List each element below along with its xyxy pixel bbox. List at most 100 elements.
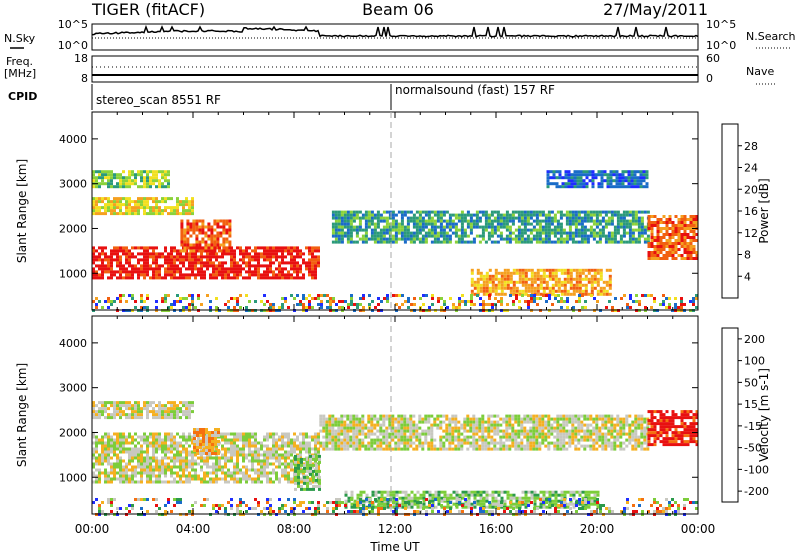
- power-cell: [539, 292, 543, 296]
- power-cell: [140, 294, 143, 297]
- power-cell: [418, 225, 422, 229]
- velocity-cell: [122, 450, 125, 454]
- power-cell: [476, 294, 479, 297]
- power-cell: [125, 270, 128, 274]
- power-cell: [233, 270, 236, 274]
- velocity-cell: [287, 444, 290, 448]
- velocity-cell: [131, 410, 134, 414]
- velocity-cell: [176, 474, 179, 478]
- power-cell: [615, 185, 619, 189]
- power-cell: [352, 228, 356, 232]
- power-cell: [364, 237, 368, 241]
- power-cell: [484, 228, 488, 232]
- velocity-cell: [318, 454, 321, 458]
- velocity-cell: [104, 416, 107, 420]
- power-cell: [635, 300, 638, 303]
- power-cell: [472, 222, 476, 226]
- velocity-cell: [315, 472, 318, 476]
- power-cell: [143, 258, 146, 262]
- velocity-cell: [179, 477, 182, 481]
- power-cell: [266, 273, 269, 277]
- velocity-cell: [245, 471, 248, 475]
- power-cell: [191, 264, 194, 268]
- velocity-cell: [140, 480, 143, 484]
- velocity-cell: [337, 447, 341, 451]
- power-cell: [523, 225, 527, 229]
- power-cell: [499, 225, 503, 229]
- power-cell: [512, 300, 515, 303]
- power-cell: [195, 219, 199, 223]
- power-cell: [665, 297, 668, 300]
- velocity-cell: [349, 429, 353, 433]
- power-cell: [192, 225, 196, 229]
- nsky-label: N.Sky: [4, 32, 36, 45]
- power-cell: [448, 240, 452, 244]
- power-cell: [671, 257, 675, 260]
- velocity-cell: [281, 444, 284, 448]
- velocity-cell: [224, 450, 227, 454]
- velocity-cell: [394, 426, 398, 430]
- power-cell: [215, 267, 218, 271]
- power-cell: [481, 237, 485, 241]
- power-cell: [470, 300, 473, 303]
- velocity-cell: [155, 441, 158, 445]
- power-cell: [183, 234, 187, 238]
- power-cell: [490, 234, 494, 238]
- power-cell: [314, 276, 317, 280]
- velocity-cell: [257, 450, 260, 454]
- velocity-cell: [131, 471, 134, 475]
- power-cell: [143, 212, 146, 216]
- power-cell: [430, 240, 434, 244]
- power-cell: [677, 221, 681, 224]
- power-cell: [186, 237, 190, 241]
- velocity-cell: [110, 404, 113, 408]
- power-cell: [544, 231, 548, 235]
- power-cell: [218, 270, 221, 274]
- power-cell: [643, 237, 647, 241]
- power-cell: [548, 286, 552, 290]
- power-cell: [454, 231, 458, 235]
- power-cell: [551, 274, 555, 278]
- power-cell: [198, 246, 202, 250]
- velocity-cell: [242, 459, 245, 463]
- velocity-cell: [287, 432, 290, 436]
- power-cell: [642, 173, 646, 177]
- velocity-cell: [119, 416, 122, 420]
- power-cell: [560, 280, 564, 284]
- power-cell: [559, 225, 563, 229]
- power-cell: [110, 212, 113, 216]
- power-cell: [677, 230, 681, 233]
- power-cell: [668, 303, 671, 306]
- velocity-cell: [290, 447, 293, 451]
- velocity-cell: [355, 438, 359, 442]
- power-cell: [526, 219, 530, 223]
- power-cell: [436, 216, 440, 220]
- velocity-cell: [311, 465, 314, 469]
- velocity-cell: [173, 447, 176, 451]
- power-cell: [113, 209, 116, 213]
- power-cell: [505, 228, 509, 232]
- power-cell: [101, 276, 104, 280]
- velocity-cell: [134, 410, 137, 414]
- power-cell: [478, 216, 482, 220]
- velocity-cell: [208, 449, 211, 452]
- power-cell: [686, 254, 690, 257]
- power-cell: [203, 276, 206, 280]
- velocity-cell: [236, 444, 239, 448]
- velocity-cell: [346, 432, 350, 436]
- power-cell: [668, 218, 672, 221]
- velocity-cell: [367, 426, 371, 430]
- velocity-cell: [119, 401, 122, 405]
- power-cell: [173, 300, 176, 303]
- power-cell: [143, 206, 146, 210]
- velocity-cell: [107, 459, 110, 463]
- power-cell: [287, 306, 290, 309]
- power-cell: [373, 222, 377, 226]
- velocity-cell: [200, 456, 203, 460]
- power-cell: [621, 170, 625, 174]
- power-cell: [547, 240, 551, 244]
- power-cell: [535, 237, 539, 241]
- power-cell: [662, 257, 666, 260]
- power-cell: [561, 182, 565, 186]
- power-cell: [182, 261, 185, 265]
